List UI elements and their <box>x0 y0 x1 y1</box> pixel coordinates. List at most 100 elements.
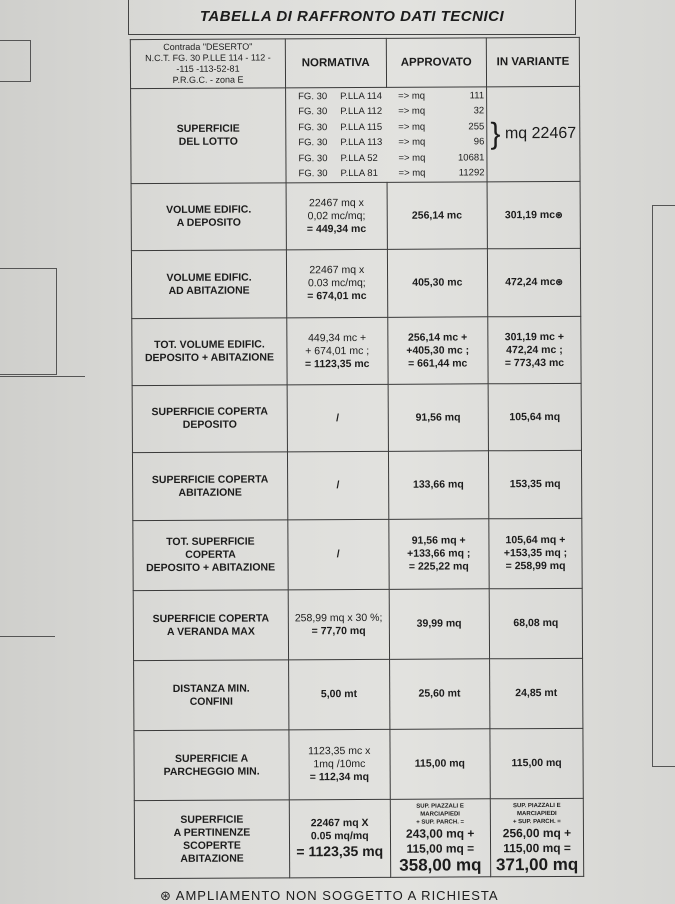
cell-line: 449,34 mc + <box>308 331 367 344</box>
cell-line: = 449,34 mc <box>306 222 367 235</box>
footnote: ⊛ AMPLIAMENTO NON SOGGETTO A RICHIESTA <box>160 888 499 903</box>
cell-line: SUPERFICIE COPERTA <box>152 611 270 625</box>
parcel-fg: FG. 30 <box>298 90 328 102</box>
cell-line: VOLUME EDIFIC. <box>166 203 252 216</box>
parcel-plla: P.LLA 112 <box>340 105 383 118</box>
cell-line: 105,64 mq <box>509 410 561 423</box>
row-label: SUPERFICIE A PERTINENZE SCOPERTE ABITAZIONE <box>134 799 290 879</box>
table-row: VOLUME EDIFIC. AD ABITAZIONE 22467 mq x 0.0… <box>131 248 581 319</box>
asterisk-icon: ⊛ <box>555 276 563 287</box>
header-row: Contrada "DESERTO" N.C.T. FG. 30 P.LLE 1… <box>130 37 580 89</box>
asterisk-icon: ⊛ <box>555 209 563 220</box>
location-cell: Contrada "DESERTO" N.C.T. FG. 30 P.LLE 1… <box>130 38 286 89</box>
cell-line: 22467 mq x <box>309 263 365 277</box>
cell-line: A DEPOSITO <box>176 216 241 229</box>
parcel-value: 11292 <box>458 167 485 179</box>
cell-line: / <box>336 548 340 561</box>
variante-cell: 115,00 mq <box>489 728 584 799</box>
table-row: SUPERFICIE COPERTA A VERANDA MAX 258,99 mq… <box>133 588 583 661</box>
cell-line: 301,19 mc + <box>504 330 565 343</box>
cell-line: DISTANZA MIN. <box>172 682 250 695</box>
normativa-cell: 5,00 mt <box>288 659 390 730</box>
parcel-mq: => mq <box>398 121 426 133</box>
parcel-line: FG. 30 P.LLA 115 => mq 255 <box>298 119 484 135</box>
cell-line: 5,00 mt <box>320 688 358 701</box>
table-row: SUPERFICIE A PERTINENZE SCOPERTE ABITAZIONE… <box>134 798 584 879</box>
cell-line: SCOPERTE <box>183 839 241 852</box>
table-row: SUPERFICIE COPERTA DEPOSITO / 91,56 mq 105,6… <box>132 383 582 453</box>
drawing-line <box>0 376 85 377</box>
parcel-mq: => mq <box>398 105 426 117</box>
cell-line: 115,00 mq = <box>503 840 571 855</box>
row-label: SUPERFICIE COPERTA A VERANDA MAX <box>133 589 289 661</box>
table-row: DISTANZA MIN. CONFINI 5,00 mt 25,60 mt 24,85… <box>133 658 583 731</box>
location-line: P.R.G.C. - zona E <box>172 74 244 85</box>
total-value: 358,00 mq <box>399 854 482 875</box>
approvato-cell: 133,66 mq <box>387 450 489 520</box>
approvato-cell: 25,60 mt <box>389 658 490 730</box>
lotto-row: SUPERFICIE DEL LOTTO FG. 30 P.LLA 114 => m… <box>130 86 581 184</box>
variante-cell: SUP. PIAZZALI E MARCIAPIEDI + SUP. PARCH. … <box>490 798 584 877</box>
cell-line: = 1123,35 mc <box>304 357 370 370</box>
cell-line: = 225,22 mq <box>408 560 469 573</box>
cell-line: 22467 mq x <box>308 196 364 209</box>
cell-line: 25,60 mt <box>418 687 461 700</box>
cell-line: 256,00 mq + <box>502 825 572 840</box>
cell-line: 472,24 mc ; <box>506 343 563 356</box>
parcel-mq: => mq <box>398 136 426 148</box>
label-line: SUPERFICIE <box>176 122 240 135</box>
normativa-cell: / <box>287 451 389 520</box>
location-line: N.C.T. FG. 30 P.LLE 114 - 112 - <box>145 52 271 64</box>
cell-line: +133,66 mq ; <box>407 547 471 560</box>
cell-line: 91,56 mq <box>415 410 461 424</box>
cell-line: 115,00 mq <box>511 756 562 770</box>
cell-line: + 674,01 mc ; <box>305 344 370 357</box>
parcel-line: FG. 30 P.LLA 114 => mq 111 <box>298 88 484 104</box>
approvato-cell: 91,56 mq <box>387 383 489 452</box>
approvato-cell: 256,14 mc <box>386 181 488 250</box>
cell-line: +153,35 mq ; <box>503 546 568 560</box>
row-label: SUPERFICIE COPERTA DEPOSITO <box>132 384 288 453</box>
parcel-plla: P.LLA 114 <box>340 90 383 102</box>
normativa-cell: / <box>287 384 388 452</box>
lotto-total: } mq 22467 <box>486 86 581 182</box>
normativa-cell: 22467 mq X 0.05 mq/mq = 1123,35 mq <box>289 799 391 878</box>
col-variante: IN VARIANTE <box>486 37 580 87</box>
cell-line: A VERANDA MAX <box>166 625 255 638</box>
parcel-fg: FG. 30 <box>298 137 328 149</box>
cell-line: 24,85 mt <box>515 686 558 700</box>
cell-line: TOT. SUPERFICIE <box>166 535 255 549</box>
cell-line: +405,30 mc ; <box>406 343 470 357</box>
parcel-fg: FG. 30 <box>298 106 328 118</box>
cell-line: = 77,70 mq <box>311 624 366 637</box>
cell-line: = 258,99 mq <box>505 559 566 573</box>
approvato-cell: 405,30 mc <box>386 248 488 318</box>
parcel-line: FG. 30 P.LLA 113 => mq 96 <box>298 134 484 150</box>
variante-cell: 472,24 mc⊛ <box>487 248 581 317</box>
cell-line: 115,00 mq <box>414 757 465 770</box>
cell-line: VOLUME EDIFIC. <box>166 271 252 284</box>
lotto-total-value: mq 22467 <box>504 125 577 143</box>
variante-cell: 105,64 mq <box>488 383 582 451</box>
drawing-line <box>652 205 675 767</box>
cell-line: 301,19 mc⊛ <box>504 208 563 221</box>
cell-line: 0.03 mc/mq; <box>307 276 366 290</box>
col-normativa: NORMATIVA <box>285 38 387 88</box>
approvato-cell: 91,56 mq + +133,66 mq ; = 225,22 mq <box>388 518 490 590</box>
drawing-line <box>0 636 55 637</box>
cell-line: 0,02 mc/mq; <box>307 209 366 222</box>
cell-line: 22467 mq X <box>310 816 369 830</box>
parcel-value: 10681 <box>457 151 485 163</box>
cell-line: 472,24 mc⊛ <box>505 275 563 289</box>
location-line: -115 -113-52-81 <box>176 63 240 74</box>
cell-line: DEPOSITO + ABITAZIONE <box>146 561 276 575</box>
approvato-cell: 39,99 mq <box>388 588 490 660</box>
cell-line: / <box>336 479 340 492</box>
row-label: TOT. SUPERFICIE COPERTA DEPOSITO + ABITAZI… <box>132 519 289 591</box>
cell-line: DEPOSITO + ABITAZIONE <box>144 351 275 365</box>
parcel-value: 32 <box>473 105 485 117</box>
cell-line: A PERTINENZE <box>173 826 251 839</box>
cell-line: COPERTA <box>185 548 236 561</box>
table-row: SUPERFICIE COPERTA ABITAZIONE / 133,66 mq 15… <box>132 450 582 521</box>
cell-line: 68,08 mq <box>513 616 559 630</box>
